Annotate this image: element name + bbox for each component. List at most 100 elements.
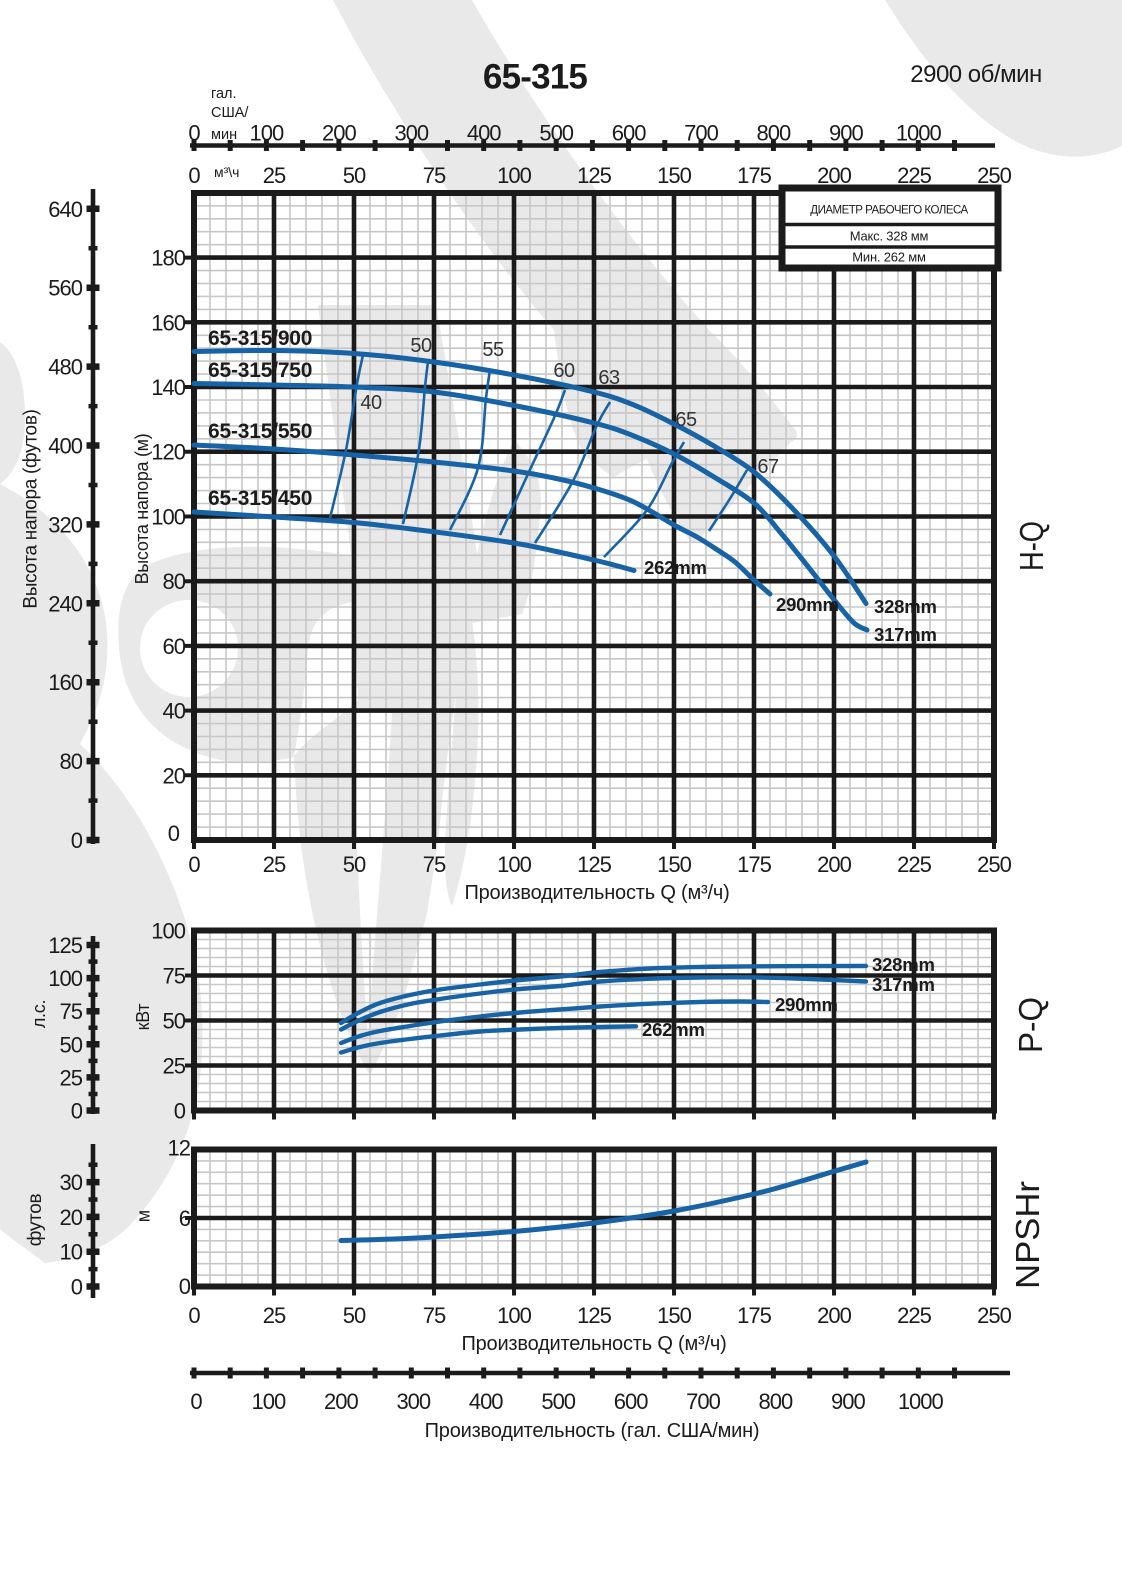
svg-text:25: 25 <box>263 1303 286 1328</box>
svg-text:290mm: 290mm <box>776 594 839 615</box>
svg-text:25: 25 <box>163 1054 186 1079</box>
svg-text:640: 640 <box>48 197 82 222</box>
svg-text:10: 10 <box>60 1240 83 1265</box>
svg-text:75: 75 <box>60 999 83 1024</box>
svg-text:0: 0 <box>174 1099 186 1124</box>
svg-text:200: 200 <box>817 1303 851 1328</box>
svg-text:25: 25 <box>60 1065 83 1090</box>
svg-text:0: 0 <box>179 1274 191 1299</box>
svg-text:50: 50 <box>343 163 366 188</box>
svg-text:P-Q: P-Q <box>1012 997 1049 1053</box>
svg-text:600: 600 <box>612 121 646 146</box>
svg-text:100: 100 <box>252 1389 286 1414</box>
svg-text:150: 150 <box>657 163 691 188</box>
svg-text:320: 320 <box>48 512 82 537</box>
svg-text:800: 800 <box>757 121 791 146</box>
svg-text:75: 75 <box>423 1303 446 1328</box>
svg-text:1000: 1000 <box>896 121 942 146</box>
svg-text:м³\ч: м³\ч <box>214 164 239 180</box>
svg-text:900: 900 <box>829 121 863 146</box>
svg-text:100: 100 <box>151 919 185 944</box>
svg-text:Производительность Q (м³/ч): Производительность Q (м³/ч) <box>464 882 729 904</box>
svg-text:200: 200 <box>817 163 851 188</box>
svg-text:0: 0 <box>168 821 180 846</box>
svg-text:317mm: 317mm <box>872 974 935 995</box>
svg-text:80: 80 <box>60 749 83 774</box>
svg-text:120: 120 <box>151 440 185 465</box>
svg-text:250: 250 <box>977 852 1011 877</box>
svg-text:400: 400 <box>467 121 501 146</box>
svg-text:160: 160 <box>48 670 82 695</box>
svg-text:480: 480 <box>48 355 82 380</box>
svg-text:20: 20 <box>163 763 186 788</box>
svg-text:30: 30 <box>60 1170 83 1195</box>
svg-text:0: 0 <box>71 1099 83 1124</box>
svg-text:100: 100 <box>497 852 531 877</box>
svg-text:50: 50 <box>163 1009 186 1034</box>
svg-text:кВт: кВт <box>133 1004 153 1031</box>
svg-text:50: 50 <box>60 1032 83 1057</box>
svg-text:50: 50 <box>343 852 366 877</box>
svg-text:328mm: 328mm <box>872 954 935 975</box>
svg-text:700: 700 <box>684 121 718 146</box>
svg-text:2900 об/мин: 2900 об/мин <box>910 61 1041 88</box>
svg-text:Макс. 328 мм: Макс. 328 мм <box>850 229 929 244</box>
svg-text:67: 67 <box>757 456 779 478</box>
svg-text:0: 0 <box>71 828 83 853</box>
svg-text:США/: США/ <box>211 105 249 121</box>
svg-text:328mm: 328mm <box>874 596 937 617</box>
svg-text:75: 75 <box>423 163 446 188</box>
svg-text:75: 75 <box>423 852 446 877</box>
svg-text:175: 175 <box>737 1303 771 1328</box>
svg-text:65-315/550: 65-315/550 <box>208 420 312 443</box>
svg-text:40: 40 <box>360 392 382 414</box>
svg-text:125: 125 <box>48 933 82 958</box>
svg-text:200: 200 <box>817 852 851 877</box>
svg-text:65-315/450: 65-315/450 <box>208 487 312 510</box>
svg-text:60: 60 <box>553 360 575 382</box>
svg-text:160: 160 <box>151 310 185 335</box>
svg-text:63: 63 <box>598 367 620 389</box>
svg-text:0: 0 <box>188 121 200 146</box>
svg-text:0: 0 <box>188 163 200 188</box>
svg-text:футов: футов <box>25 1194 46 1247</box>
svg-text:40: 40 <box>163 699 186 724</box>
svg-text:400: 400 <box>469 1389 503 1414</box>
svg-text:125: 125 <box>577 163 611 188</box>
svg-text:H-Q: H-Q <box>1013 521 1050 571</box>
svg-text:560: 560 <box>48 276 82 301</box>
svg-text:200: 200 <box>324 1389 358 1414</box>
svg-text:900: 900 <box>831 1389 865 1414</box>
svg-text:200: 200 <box>322 121 356 146</box>
svg-text:гал.: гал. <box>211 86 237 102</box>
svg-text:Производительность (гал. США/м: Производительность (гал. США/мин) <box>425 1420 760 1442</box>
svg-text:500: 500 <box>541 1389 575 1414</box>
svg-text:100: 100 <box>250 121 284 146</box>
svg-text:262mm: 262mm <box>642 1019 705 1040</box>
svg-text:25: 25 <box>263 852 286 877</box>
svg-text:Производительность Q (м³/ч): Производительность Q (м³/ч) <box>461 1333 726 1355</box>
svg-text:65-315/750: 65-315/750 <box>208 359 312 382</box>
svg-text:140: 140 <box>151 375 185 400</box>
svg-text:25: 25 <box>263 163 286 188</box>
svg-text:225: 225 <box>897 163 931 188</box>
svg-text:250: 250 <box>977 163 1011 188</box>
svg-text:262mm: 262mm <box>644 557 707 578</box>
svg-text:мин: мин <box>211 127 237 143</box>
svg-text:75: 75 <box>163 964 186 989</box>
svg-text:317mm: 317mm <box>874 624 937 645</box>
svg-text:150: 150 <box>657 852 691 877</box>
svg-text:55: 55 <box>482 339 504 361</box>
svg-text:л.с.: л.с. <box>29 1000 49 1028</box>
svg-text:Высота напора (м): Высота напора (м) <box>132 434 152 585</box>
svg-text:12: 12 <box>168 1136 191 1161</box>
svg-text:65: 65 <box>675 409 697 431</box>
svg-text:180: 180 <box>151 246 185 271</box>
svg-text:300: 300 <box>396 1389 430 1414</box>
svg-text:0: 0 <box>71 1275 83 1300</box>
svg-text:65-315: 65-315 <box>483 58 588 97</box>
svg-text:1000: 1000 <box>898 1389 944 1414</box>
svg-text:800: 800 <box>759 1389 793 1414</box>
svg-text:175: 175 <box>737 852 771 877</box>
svg-text:м: м <box>134 1210 154 1222</box>
